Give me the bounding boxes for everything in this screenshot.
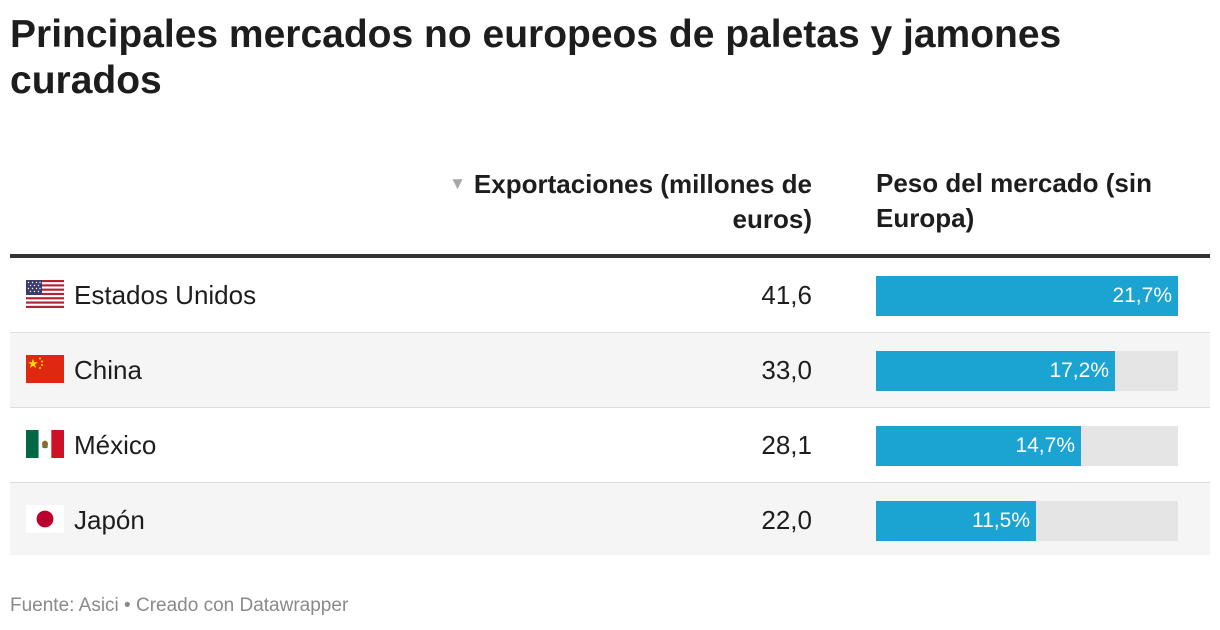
- exports-value: 33,0: [761, 355, 812, 385]
- country-name: Estados Unidos: [74, 280, 257, 310]
- country-name: China: [74, 355, 142, 385]
- share-bar-track: 14,7%: [876, 426, 1178, 466]
- usa-flag-icon: [26, 280, 64, 308]
- mexico-flag-icon: [26, 430, 64, 458]
- share-bar: 21,7%: [876, 276, 1178, 316]
- table-row: México 28,1 14,7%: [10, 408, 1210, 483]
- chart-title: Principales mercados no europeos de pale…: [10, 13, 1062, 102]
- header-divider: [10, 254, 1210, 258]
- exports-value: 22,0: [761, 505, 812, 535]
- column-header-share-label: Peso del mercado (sin Europa): [876, 168, 1152, 233]
- column-header-exports[interactable]: ▼ Exportaciones (millones de euros): [372, 166, 812, 237]
- country-name: México: [74, 430, 157, 460]
- share-bar-track: 21,7%: [876, 276, 1178, 316]
- table-row: China 33,0 17,2%: [10, 333, 1210, 408]
- china-flag-icon: [26, 355, 64, 383]
- share-bar: 17,2%: [876, 351, 1115, 391]
- column-header-exports-label: Exportaciones (millones de euros): [473, 169, 812, 234]
- sort-descending-icon[interactable]: ▼: [449, 174, 466, 193]
- table-row: Japón 22,0 11,5%: [10, 483, 1210, 555]
- share-label: 14,7%: [1015, 434, 1075, 457]
- share-bar: 14,7%: [876, 426, 1081, 466]
- share-bar-track: 17,2%: [876, 351, 1178, 391]
- table-body: Estados Unidos 41,6 21,7% China 33,0 17,…: [10, 258, 1210, 555]
- table-row: Estados Unidos 41,6 21,7%: [10, 258, 1210, 333]
- share-bar-track: 11,5%: [876, 501, 1178, 541]
- share-label: 11,5%: [972, 509, 1030, 532]
- share-bar: 11,5%: [876, 501, 1036, 541]
- table-header: ▼ Exportaciones (millones de euros) Peso …: [10, 166, 1210, 254]
- column-header-share[interactable]: Peso del mercado (sin Europa): [876, 166, 1196, 236]
- share-label: 21,7%: [1112, 284, 1172, 307]
- share-label: 17,2%: [1049, 359, 1109, 382]
- japan-flag-icon: [26, 505, 64, 533]
- footer-source: Fuente: Asici • Creado con Datawrapper: [10, 595, 349, 616]
- country-name: Japón: [74, 505, 145, 535]
- exports-value: 28,1: [761, 430, 812, 460]
- exports-value: 41,6: [761, 280, 812, 310]
